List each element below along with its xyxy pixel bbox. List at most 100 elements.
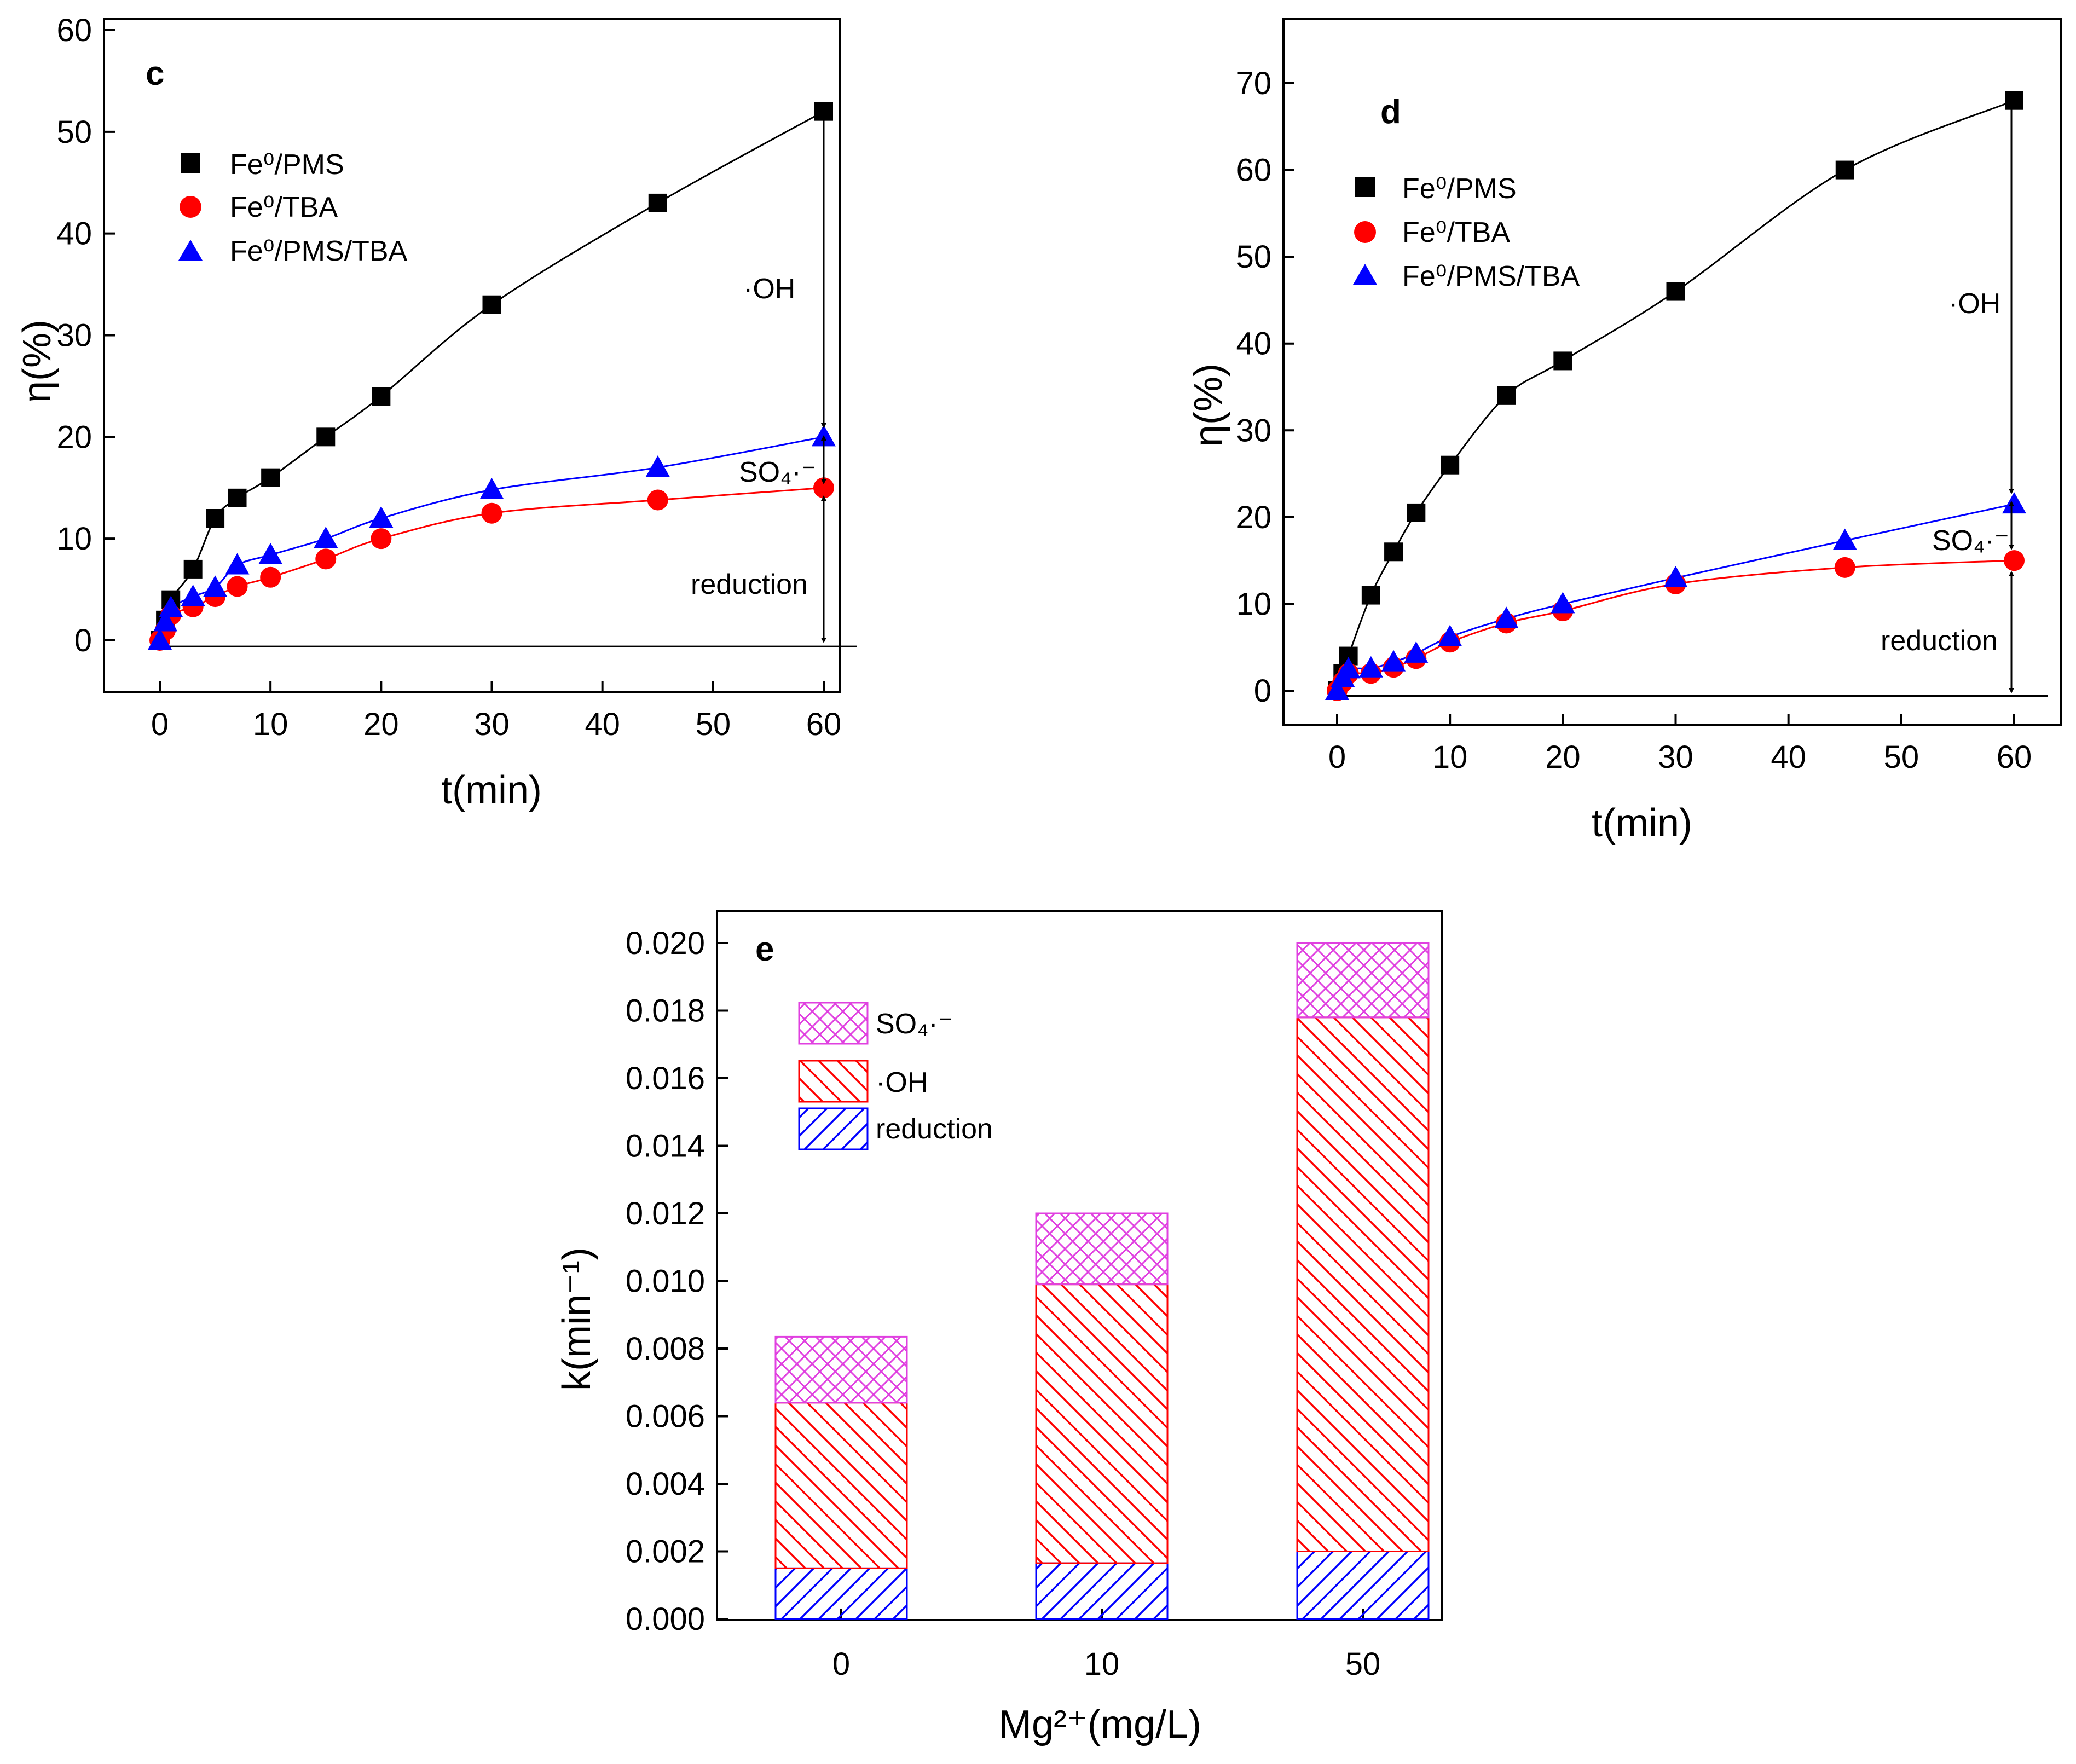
panel-e-legend-so4: SO₄·⁻ — [876, 1008, 953, 1040]
x-tick-label: 20 — [1545, 739, 1581, 775]
panel-e-bars — [774, 942, 1430, 1620]
data-point-triangle — [203, 575, 228, 597]
x-tick-label: 0 — [1328, 739, 1346, 775]
data-point-triangle — [1325, 679, 1349, 700]
data-point-square — [1666, 282, 1685, 301]
panel-c-ann-reduction: reduction — [691, 569, 808, 600]
x-tick-label: 40 — [1771, 739, 1806, 775]
data-point-triangle — [645, 455, 670, 477]
panel-c-xlabel: t(min) — [441, 768, 542, 812]
data-point-square — [228, 488, 247, 507]
data-point-circle — [315, 548, 337, 570]
panel-d-annotations: ·OH SO₄·⁻ reduction — [1881, 99, 2014, 693]
data-point-triangle — [159, 595, 183, 617]
bar-50-so — [1296, 942, 1430, 1019]
data-point-square — [1497, 386, 1516, 405]
data-point-circle — [2004, 550, 2025, 571]
panel-d-ann-reduction: reduction — [1881, 625, 1998, 657]
data-point-triangle — [181, 585, 205, 606]
series-2-fit-line — [1336, 503, 2015, 691]
bar-10-so — [1035, 1212, 1169, 1286]
panel-d-ylabel: η(%) — [1187, 363, 1230, 447]
data-point-square — [2005, 91, 2023, 110]
y-tick-label: 0.018 — [626, 993, 705, 1029]
data-point-square — [261, 468, 280, 487]
panel-c-legend-fe-pms-tba: Fe⁰/PMS/TBA — [230, 235, 408, 267]
panel-d-xlabel: t(min) — [1592, 801, 1692, 845]
y-tick-label: 40 — [1236, 326, 1271, 362]
panel-e-plot-frame — [716, 910, 1443, 1621]
panel-d-legend-fe-pms-tba: Fe⁰/PMS/TBA — [1402, 261, 1580, 292]
data-point-circle — [371, 528, 392, 550]
x-tick-label: 10 — [253, 707, 288, 742]
panel-c-legend-fe-tba: Fe⁰/TBA — [230, 192, 338, 223]
bar-0-reduction — [774, 1567, 908, 1620]
data-point-circle — [813, 477, 834, 499]
panel-e-chart: 0.000 0.002 0.004 0.006 0.008 0.010 0.012 0.014… — [555, 910, 1443, 1746]
bar-50-reduction — [1296, 1551, 1430, 1620]
y-tick-label: 0.014 — [626, 1129, 705, 1164]
panel-e-label: e — [755, 930, 774, 968]
y-tick-label: 30 — [56, 318, 92, 354]
data-point-square — [1441, 455, 1460, 475]
legend-marker-circle — [1354, 221, 1376, 243]
panel-e-legend: SO₄·⁻ ·OH reduction — [798, 1002, 993, 1150]
series-2-fit-line — [159, 436, 824, 641]
data-point-triangle — [1832, 528, 1857, 550]
data-point-square — [482, 295, 501, 314]
x-tick-label: 10 — [1084, 1646, 1120, 1682]
legend-marker-triangle — [178, 240, 203, 261]
panel-d-x-ticks: 0 10 20 30 40 50 60 — [1328, 714, 2032, 775]
series-0-fit-line — [1336, 100, 2015, 691]
panel-c-chart: 0 10 20 30 40 50 60 0 10 20 30 40 50 60 c t(min) η(%… — [15, 13, 857, 812]
data-point-square — [183, 559, 203, 579]
x-tick-label: 60 — [806, 707, 842, 742]
x-tick-label: 30 — [1658, 739, 1693, 775]
panel-c-ann-so4: SO₄·⁻ — [739, 456, 816, 488]
legend-marker-square — [1355, 177, 1375, 197]
panel-d-y-ticks: 0 10 20 30 40 50 60 70 — [1236, 66, 1294, 709]
y-tick-label: 70 — [1236, 66, 1271, 101]
data-point-triangle — [1494, 606, 1519, 628]
legend-marker-triangle — [1353, 264, 1377, 285]
x-tick-label: 50 — [696, 707, 731, 742]
x-tick-label: 20 — [363, 707, 399, 742]
data-point-square — [1553, 351, 1572, 371]
data-point-triangle — [1404, 641, 1429, 663]
panel-c-annotations: ·OH SO₄·⁻ reduction — [691, 113, 826, 643]
data-point-square — [372, 387, 391, 406]
legend-marker-circle — [180, 196, 201, 218]
x-tick-label: 40 — [585, 707, 620, 742]
y-tick-label: 40 — [56, 216, 92, 252]
panel-d-series — [1325, 91, 2026, 701]
data-point-triangle — [314, 527, 338, 548]
panel-c-ylabel: η(%) — [15, 320, 59, 403]
y-tick-label: 20 — [56, 419, 92, 455]
y-tick-label: 10 — [1236, 586, 1271, 622]
data-point-circle — [260, 566, 281, 588]
y-tick-label: 10 — [56, 521, 92, 557]
x-tick-label: 0 — [832, 1646, 850, 1682]
panel-d-plot-frame — [1282, 18, 2062, 726]
data-point-square — [206, 509, 225, 528]
y-tick-label: 0 — [1254, 673, 1271, 709]
x-tick-label: 10 — [1432, 739, 1468, 775]
panel-d-ann-so4: SO₄·⁻ — [1932, 525, 2009, 557]
y-tick-label: 0.020 — [626, 926, 705, 961]
panel-d-label: d — [1380, 93, 1401, 131]
panel-c-plot-frame — [103, 18, 841, 693]
panel-c-series — [148, 102, 836, 651]
x-tick-label: 50 — [1884, 739, 1919, 775]
panel-d-ann-oh: ·OH — [1948, 288, 2000, 320]
y-tick-label: 50 — [1236, 239, 1271, 275]
y-tick-label: 0.006 — [626, 1399, 705, 1435]
data-point-triangle — [1663, 565, 1688, 587]
data-point-triangle — [1551, 592, 1575, 614]
data-point-triangle — [148, 628, 172, 650]
y-tick-label: 0.008 — [626, 1331, 705, 1367]
panel-e-ylabel: k(min⁻¹) — [555, 1247, 599, 1391]
data-point-square — [1384, 542, 1403, 562]
data-point-triangle — [1381, 650, 1406, 672]
panel-e-xlabel: Mg²⁺(mg/L) — [999, 1703, 1201, 1746]
